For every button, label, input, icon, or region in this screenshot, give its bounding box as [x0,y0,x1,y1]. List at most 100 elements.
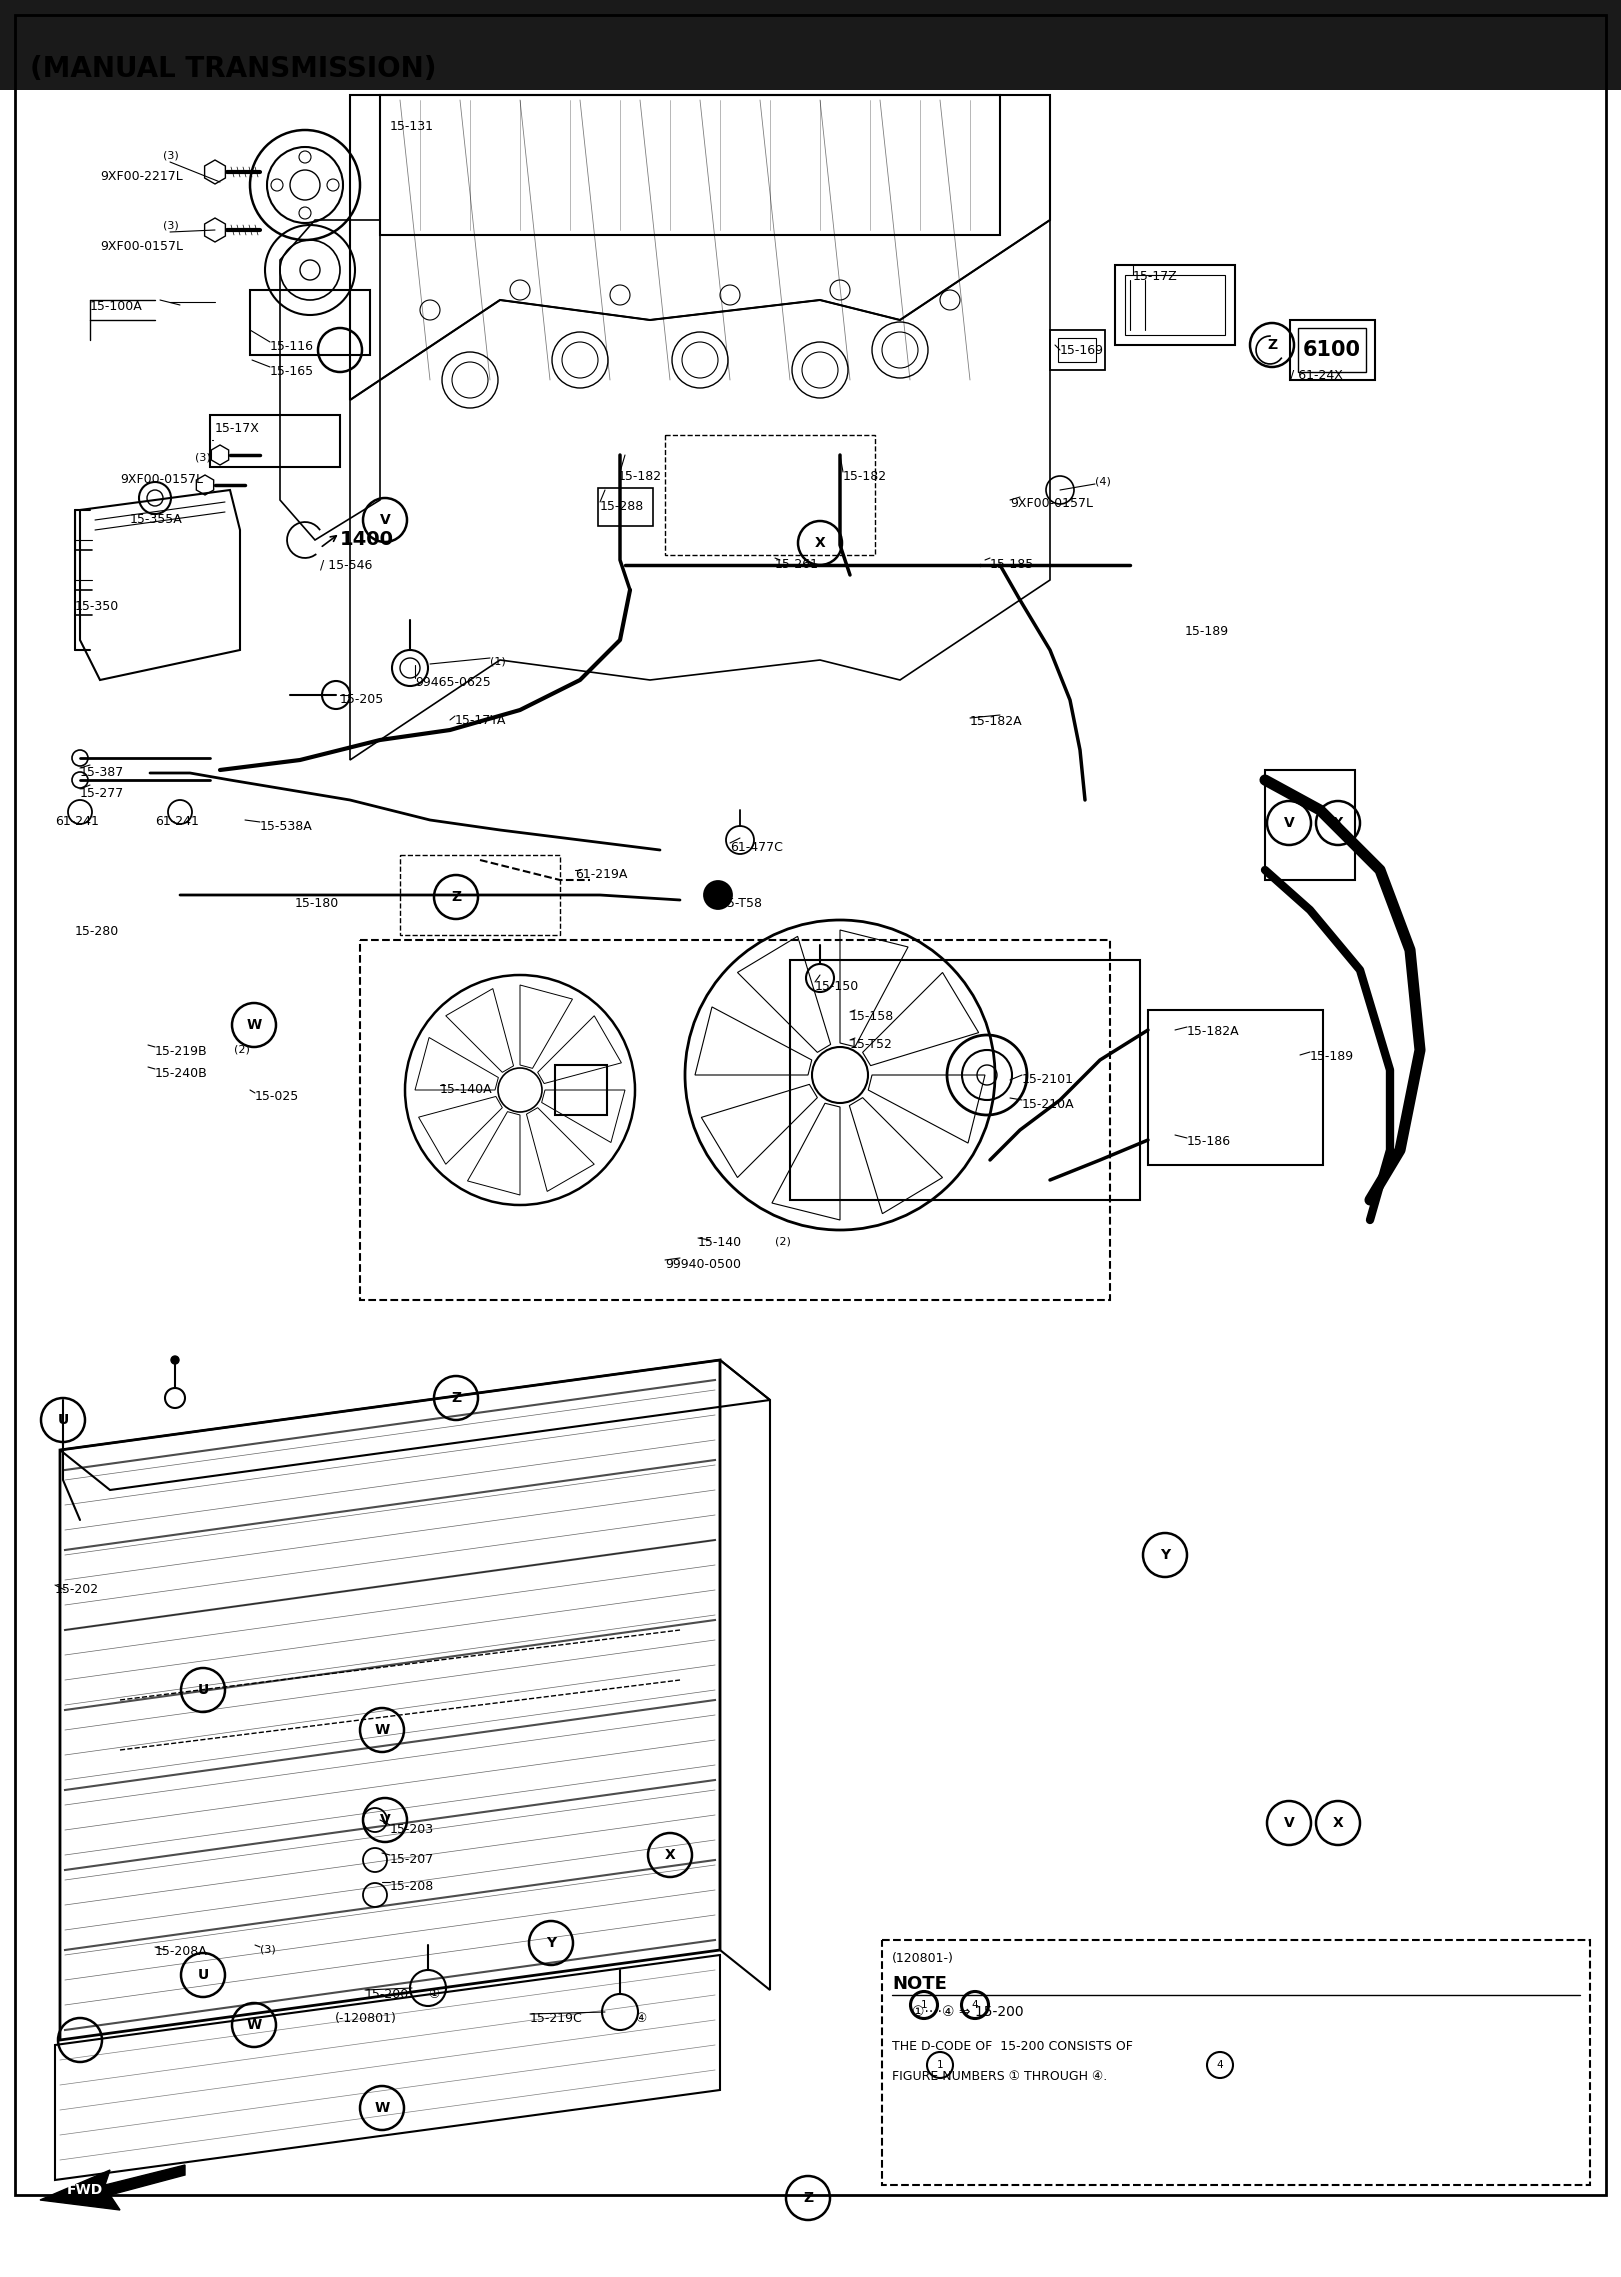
Text: (MANUAL TRANSMISSION): (MANUAL TRANSMISSION) [31,55,436,82]
Text: (120801-): (120801-) [892,1951,953,1965]
Text: 15-189: 15-189 [1185,624,1229,638]
Bar [1290,321,1375,380]
Text: 15-182A: 15-182A [969,715,1023,729]
Bar [211,414,340,467]
Text: 15-280: 15-280 [75,924,120,938]
Text: 15-165: 15-165 [271,364,314,378]
Bar [0,0,1621,91]
Text: X: X [1332,815,1344,831]
Text: (3): (3) [164,150,178,159]
Polygon shape [41,2165,185,2211]
Text: 15-219C: 15-219C [530,2013,584,2024]
Text: 61-241: 61-241 [55,815,99,829]
Text: 15-288: 15-288 [600,501,644,512]
Text: 15-350: 15-350 [75,601,120,613]
Text: 4: 4 [1217,2061,1224,2070]
Text: (3): (3) [195,453,211,462]
Text: ④: ④ [635,2013,647,2024]
Text: NOTE: NOTE [892,1974,947,1992]
Text: 99465-0625: 99465-0625 [415,676,491,690]
Text: W: W [374,2102,389,2115]
Text: 1: 1 [921,1999,927,2011]
Text: 15-17X: 15-17X [216,421,259,435]
Text: V: V [379,512,391,526]
Text: (4): (4) [1096,476,1110,487]
Text: ①····④ ⇒ 15-200: ①····④ ⇒ 15-200 [913,2006,1023,2020]
Bar [1125,276,1225,335]
Text: 61-477C: 61-477C [729,840,783,854]
Text: (3): (3) [259,1945,276,1956]
Text: 15-355A: 15-355A [130,512,183,526]
Text: Z: Z [1268,337,1277,353]
Text: X: X [665,1849,676,1863]
Text: THE D-CODE OF  15-200 CONSISTS OF: THE D-CODE OF 15-200 CONSISTS OF [892,2040,1133,2054]
Text: 15-261: 15-261 [775,558,819,572]
Text: 61-219A: 61-219A [575,868,627,881]
Text: 15-203: 15-203 [391,1824,434,1835]
Text: 15-17Z: 15-17Z [1133,271,1178,282]
Text: 15-158: 15-158 [849,1011,895,1022]
Text: 4: 4 [971,1999,979,2011]
Bar [1115,264,1235,346]
Text: (-120801): (-120801) [336,2013,397,2024]
Text: 15-200: 15-200 [365,1988,408,2001]
Text: Y: Y [546,1935,556,1949]
Text: 15-387: 15-387 [79,765,125,779]
Text: 9XF00-0157L: 9XF00-0157L [1010,496,1093,510]
Text: 15-208A: 15-208A [156,1945,207,1958]
Text: 15-277: 15-277 [79,788,125,799]
Text: W: W [246,1018,261,1031]
Text: 15-207: 15-207 [391,1853,434,1865]
Bar [554,1066,606,1116]
Text: 15-140: 15-140 [699,1236,742,1250]
Text: U: U [198,1683,209,1696]
Text: V: V [1284,1817,1295,1831]
Text: 15-182: 15-182 [843,469,887,483]
Bar [1148,1011,1323,1166]
Bar [379,96,1000,235]
Text: V: V [1284,815,1295,831]
Text: 15-182: 15-182 [618,469,661,483]
Text: Z: Z [802,2190,814,2204]
Text: (3): (3) [164,221,178,230]
Text: Z: Z [451,890,460,904]
Text: (2): (2) [775,1236,791,1246]
Bar [598,487,653,526]
Text: 1: 1 [937,2061,943,2070]
Text: W: W [374,1724,389,1737]
Bar [1050,330,1106,369]
Text: U: U [198,1967,209,1981]
Text: / 15-546: / 15-546 [319,558,373,572]
Bar [789,961,1140,1200]
Text: X: X [1332,1817,1344,1831]
Bar [400,854,559,936]
Text: / 61-24X: / 61-24X [1290,369,1342,380]
Text: Z: Z [451,1391,460,1405]
Bar [1298,328,1367,371]
Bar [360,940,1110,1300]
Circle shape [170,1357,178,1364]
Text: 9XF00-0157L: 9XF00-0157L [120,474,203,485]
Circle shape [704,881,733,909]
Text: 15-185: 15-185 [990,558,1034,572]
Text: 9XF00-2217L: 9XF00-2217L [101,171,183,182]
Text: 15-140A: 15-140A [439,1084,493,1095]
Text: X: X [815,535,825,551]
Circle shape [71,749,88,765]
Bar [665,435,875,556]
Bar [882,1940,1590,2186]
Text: 61-241: 61-241 [156,815,199,829]
Text: V: V [379,1812,391,1826]
Text: FIGURE NUMBERS ① THROUGH ④.: FIGURE NUMBERS ① THROUGH ④. [892,2070,1107,2083]
Text: ①: ① [428,1988,439,2001]
Text: 99940-0500: 99940-0500 [665,1257,741,1271]
Text: (2): (2) [233,1045,250,1054]
Bar [1059,337,1096,362]
Text: 15-205: 15-205 [340,692,384,706]
Text: 15-182A: 15-182A [1187,1025,1240,1038]
Text: 15-219B: 15-219B [156,1045,207,1059]
Text: 15-189: 15-189 [1310,1050,1354,1063]
Text: 15-116: 15-116 [271,339,314,353]
Text: 15-2101: 15-2101 [1021,1072,1075,1086]
Text: 9XF00-0157L: 9XF00-0157L [101,239,183,253]
